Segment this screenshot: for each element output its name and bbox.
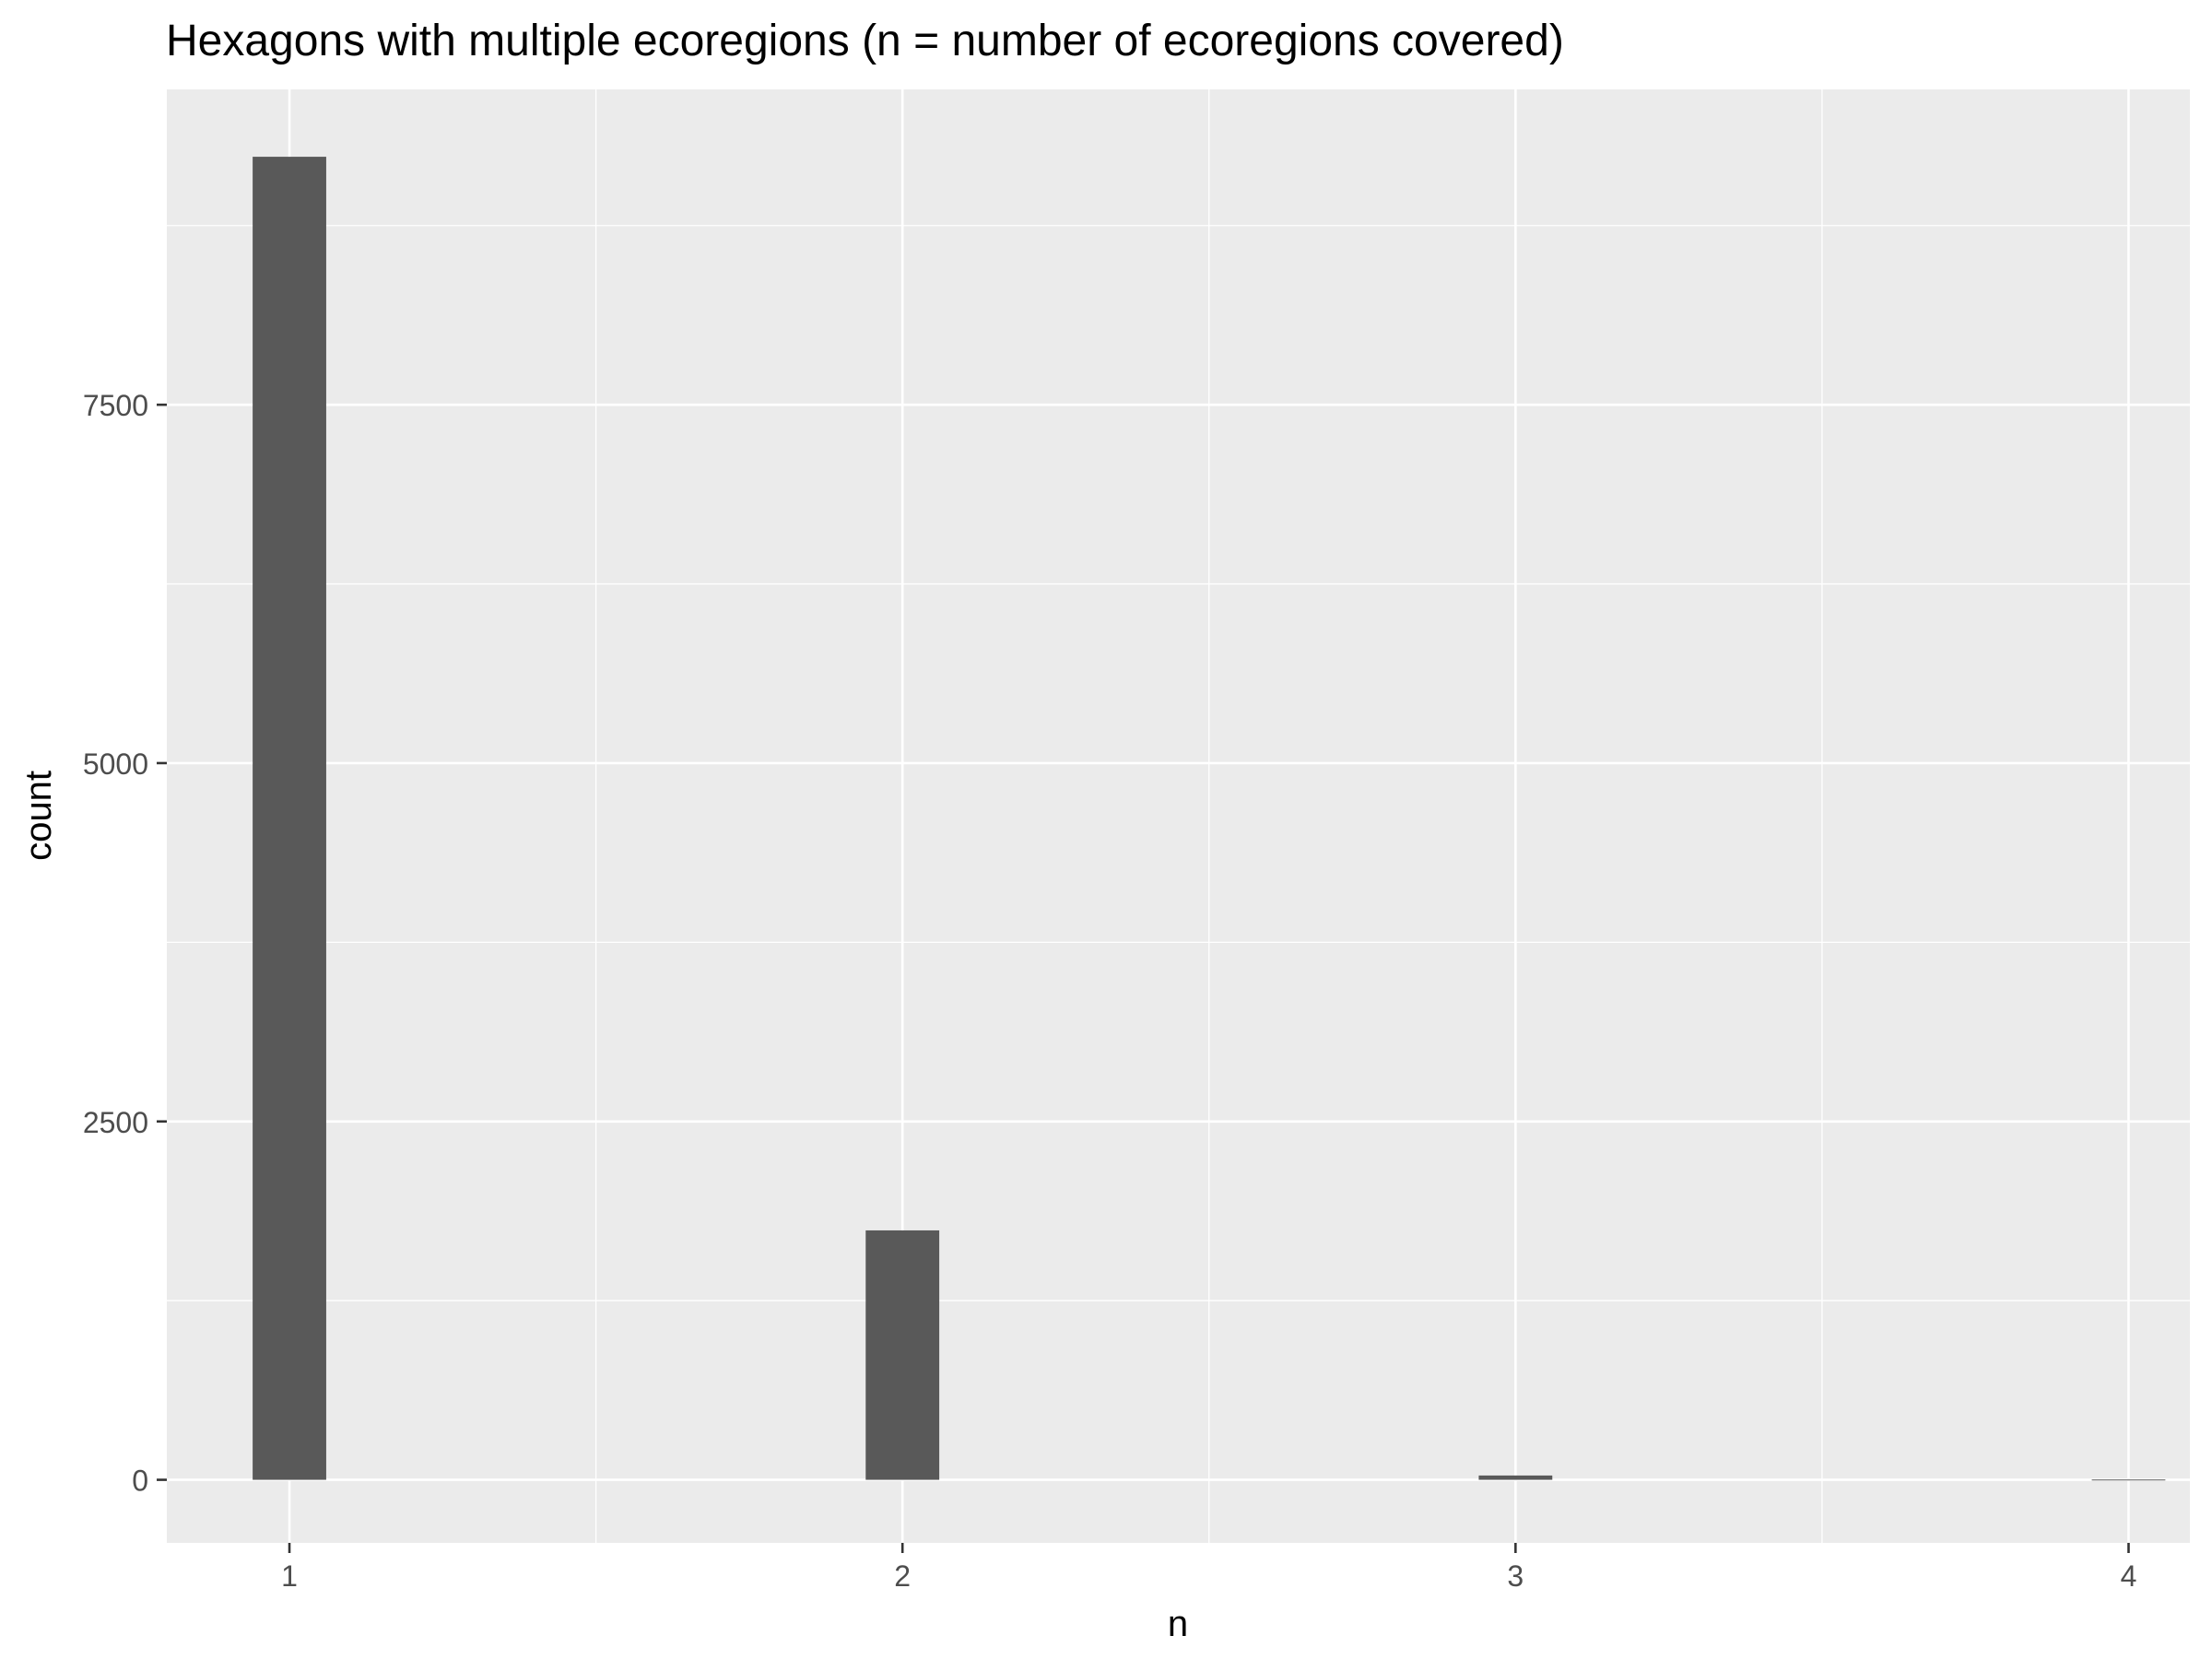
x-tick-label: 4 bbox=[2121, 1559, 2137, 1593]
x-axis-label: n bbox=[1168, 1604, 1188, 1644]
y-tick-label: 2500 bbox=[83, 1106, 148, 1139]
y-tick-label: 7500 bbox=[83, 389, 148, 422]
chart-title: Hexagons with multiple ecoregions (n = n… bbox=[166, 17, 1564, 65]
y-axis: 0 2500 5000 7500 bbox=[83, 389, 167, 1498]
x-tick-label: 2 bbox=[894, 1559, 911, 1593]
x-axis: 1 2 3 4 bbox=[281, 1543, 2136, 1593]
x-tick-label: 1 bbox=[281, 1559, 298, 1593]
x-tick-label: 3 bbox=[1507, 1559, 1524, 1593]
bar-n-2 bbox=[865, 1230, 940, 1480]
minor-gridlines bbox=[167, 89, 2190, 1543]
y-axis-label: count bbox=[18, 771, 59, 861]
plot-panel bbox=[167, 89, 2190, 1543]
bar-n-1 bbox=[253, 157, 326, 1480]
y-tick-label: 5000 bbox=[83, 747, 148, 781]
bar-n-4 bbox=[2091, 1479, 2166, 1481]
bars bbox=[253, 157, 2166, 1481]
bar-n-3 bbox=[1478, 1475, 1553, 1480]
y-tick-label: 0 bbox=[132, 1465, 148, 1498]
